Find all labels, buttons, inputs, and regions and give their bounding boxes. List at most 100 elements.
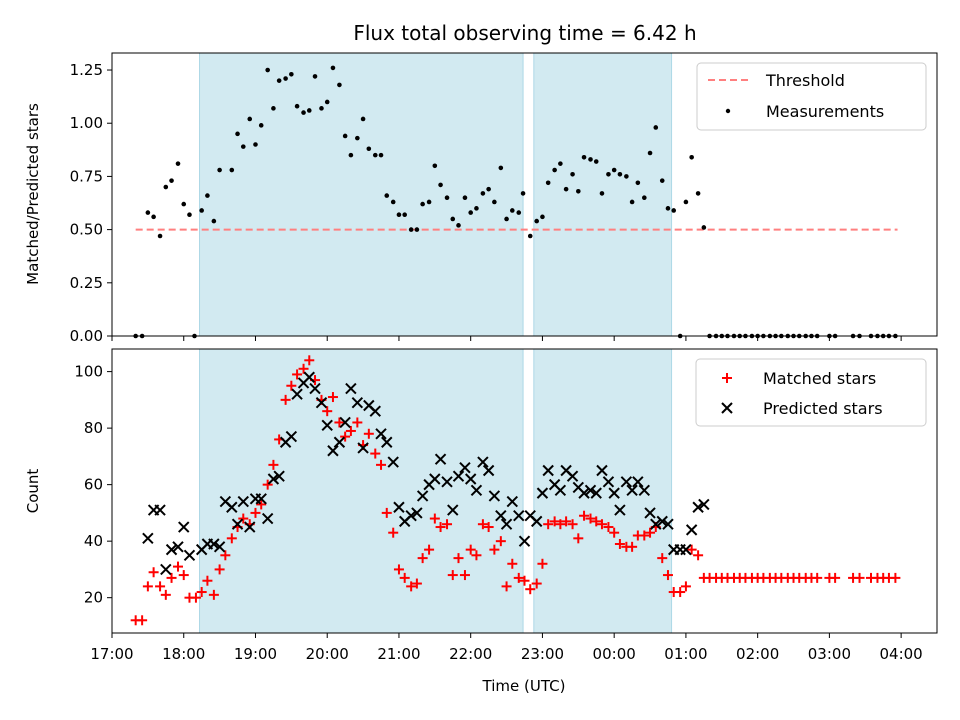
- measurement-point: [229, 167, 235, 173]
- predicted-star-point: [477, 456, 489, 468]
- matched-star-point: [417, 553, 428, 564]
- measurement-point: [450, 216, 456, 222]
- matched-star-point: [680, 581, 691, 592]
- matched-star-point: [675, 587, 686, 598]
- measurement-point: [181, 201, 187, 207]
- x-tick-label: 19:00: [234, 645, 277, 663]
- predicted-marker-b: [405, 510, 417, 522]
- predicted-marker-b: [183, 549, 196, 561]
- matched-star-point: [489, 544, 500, 555]
- measurement-point: [527, 233, 533, 239]
- predicted-star-point: [387, 456, 399, 468]
- measurements-legend-label: Measurements: [766, 102, 884, 121]
- measurement-point: [558, 161, 563, 166]
- predicted-marker-b: [698, 498, 710, 511]
- x-tick-label: 20:00: [306, 645, 349, 663]
- predicted-marker-b: [482, 464, 495, 477]
- measurement-point: [289, 71, 294, 77]
- predicted-star-point: [434, 453, 447, 465]
- measurement-point: [659, 178, 665, 183]
- bottom-y-axis-label: Count: [24, 469, 42, 514]
- measurement-point: [462, 195, 468, 200]
- predicted-star-point: [578, 487, 590, 499]
- predicted-star-point: [208, 538, 220, 550]
- matched-star-point: [256, 499, 267, 510]
- predicted-marker-b: [267, 473, 280, 485]
- matched-star-point: [573, 533, 584, 544]
- matched-star-point: [190, 592, 201, 603]
- predicted-marker-b: [208, 538, 220, 550]
- matched-star-point: [226, 533, 237, 544]
- predicted-star-point: [405, 510, 417, 522]
- matched-star-point: [483, 522, 494, 533]
- predicted-star-point: [339, 416, 351, 429]
- matched-star-point: [142, 581, 153, 592]
- predicted-marker-b: [226, 501, 238, 513]
- predicted-marker-b: [291, 388, 303, 400]
- predicted-star-point: [692, 501, 704, 513]
- predicted-star-point: [345, 382, 357, 395]
- measurement-point: [145, 210, 151, 215]
- matched-star-point: [393, 564, 404, 575]
- matched-star-point: [609, 527, 620, 538]
- predicted-marker-b: [178, 521, 190, 533]
- predicted-star-point: [416, 490, 429, 502]
- predicted-marker-b: [578, 487, 590, 499]
- top-shaded-intervals: [199, 52, 673, 337]
- matched-star-point: [327, 392, 338, 403]
- matched-star-point: [693, 550, 704, 561]
- predicted-star-point: [698, 498, 710, 511]
- predicted-marker-b: [614, 504, 626, 516]
- matched-star-point: [435, 522, 446, 533]
- predicted-marker-b: [680, 543, 692, 556]
- measurement-point: [163, 184, 169, 190]
- measurement-point: [504, 216, 509, 222]
- measurement-point: [366, 146, 372, 152]
- matched-star-point: [208, 589, 219, 600]
- predicted-star-point: [333, 436, 346, 448]
- matched-star-point: [442, 519, 453, 530]
- matched-star-point: [352, 417, 363, 428]
- predicted-star-point: [608, 487, 620, 499]
- predicted-marker-b: [560, 464, 572, 477]
- predicted-marker-b: [596, 464, 608, 477]
- count-points: [130, 355, 901, 626]
- measurement-point: [516, 210, 522, 215]
- matched-star-point: [148, 567, 159, 578]
- predicted-marker-b: [656, 515, 668, 528]
- predicted-marker-b: [172, 541, 184, 553]
- predicted-marker-b: [434, 453, 447, 465]
- predicted-marker-b: [411, 507, 423, 519]
- matched-star-point: [585, 513, 596, 524]
- top-y-tick-label: 1.00: [70, 114, 103, 132]
- matched-star-point: [561, 516, 572, 527]
- measurement-point: [306, 108, 312, 113]
- matched-star-point: [614, 538, 625, 549]
- measurement-point: [635, 180, 641, 186]
- bottom-y-tick-label: 80: [84, 419, 103, 437]
- matched-star-point: [202, 575, 213, 586]
- predicted-star-point: [375, 428, 387, 440]
- predicted-star-point: [542, 464, 554, 477]
- measurement-point: [432, 163, 438, 169]
- predicted-marker-b: [644, 507, 656, 519]
- predicted-marker-b: [160, 563, 172, 576]
- predicted-star-point: [142, 532, 154, 545]
- predicted-marker-b: [351, 396, 364, 409]
- measurements-legend-swatch: [725, 108, 731, 114]
- measurement-point: [480, 191, 486, 196]
- matched-star-point: [471, 550, 482, 561]
- matched-star-point: [214, 564, 225, 575]
- bottom-y-tick-label: 60: [84, 476, 103, 494]
- predicted-marker-b: [584, 484, 597, 497]
- predicted-marker-b: [626, 484, 638, 497]
- matched-star-point: [812, 572, 823, 583]
- matched-star-point: [549, 516, 560, 527]
- predicted-star-point: [495, 510, 507, 522]
- predicted-star-point: [500, 518, 513, 530]
- measurement-point: [520, 191, 526, 196]
- predicted-star-point: [285, 430, 298, 443]
- predicted-star-point: [213, 541, 226, 553]
- x-tick-label: 18:00: [162, 645, 205, 663]
- matched-star-point: [890, 572, 901, 583]
